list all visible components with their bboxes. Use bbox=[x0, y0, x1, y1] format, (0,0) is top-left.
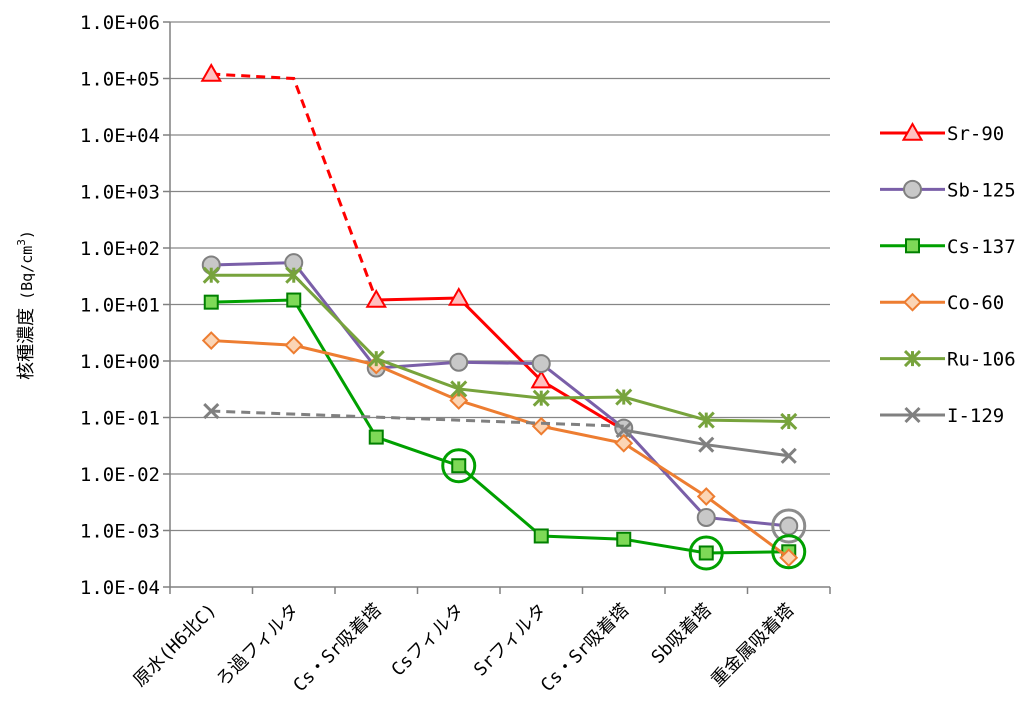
highlight-circle bbox=[441, 448, 477, 484]
y-tick-label: 1.0E+04 bbox=[80, 125, 160, 147]
legend-item-cs-137: Cs-137 bbox=[880, 236, 1016, 258]
marker-sr-90 bbox=[901, 121, 924, 141]
legend-label: Sb-125 bbox=[947, 179, 1016, 201]
y-tick-label: 1.0E+00 bbox=[80, 351, 160, 373]
y-tick-label: 1.0E+05 bbox=[80, 69, 160, 91]
series-cs-137 bbox=[203, 292, 797, 561]
marker-sb-125 bbox=[449, 352, 469, 372]
x-tick-label: Cs・Sr吸着塔 bbox=[289, 600, 385, 696]
marker-co-60 bbox=[284, 335, 304, 355]
marker-i-129 bbox=[203, 403, 220, 420]
marker-cs-137 bbox=[286, 292, 302, 308]
marker-ru-106 bbox=[780, 412, 798, 431]
marker-i-129 bbox=[780, 447, 797, 464]
marker-sb-125 bbox=[696, 507, 716, 527]
legend-label: Sr-90 bbox=[947, 123, 1004, 145]
legend-item-i-129: I-129 bbox=[880, 405, 1004, 427]
series-i-129 bbox=[203, 403, 797, 464]
marker-sb-125 bbox=[903, 179, 922, 199]
marker-cs-137 bbox=[698, 545, 714, 561]
marker-ru-106 bbox=[903, 350, 922, 368]
marker-ru-106 bbox=[285, 266, 303, 284]
legend-item-sr-90: Sr-90 bbox=[880, 121, 1004, 145]
axes bbox=[169, 22, 830, 588]
legend-label: Ru-106 bbox=[947, 349, 1016, 371]
marker-cs-137 bbox=[533, 528, 549, 544]
y-axis-label: 核種濃度(Bq/cm3) bbox=[15, 230, 37, 380]
marker-co-60 bbox=[449, 391, 469, 410]
y-tick-label: 1.0E-04 bbox=[80, 577, 160, 599]
series-line bbox=[211, 261, 789, 528]
marker-sb-125 bbox=[779, 516, 799, 536]
x-tick-label: Sb吸着塔 bbox=[647, 600, 715, 668]
marker-cs-137 bbox=[905, 238, 920, 254]
marker-ru-106 bbox=[202, 266, 220, 284]
marker-sr-90 bbox=[365, 289, 387, 308]
y-tick-labels: 1.0E+06 1.0E+05 1.0E+04 1.0E+03 1.0E+02 1.0E+… bbox=[80, 12, 160, 599]
series-line bbox=[211, 298, 789, 555]
y-tick-label: 1.0E+03 bbox=[80, 182, 160, 204]
x-tick-label: 原水(H6北C) bbox=[129, 600, 220, 691]
series-line bbox=[211, 339, 790, 559]
marker-co-60 bbox=[903, 292, 922, 312]
marker-sr-90 bbox=[448, 287, 470, 306]
highlight-circles bbox=[441, 448, 807, 571]
legend: Sr-90 Sb-125 Cs-137 Co-60 Ru-106 I-129 bbox=[880, 121, 1016, 427]
series-sr-90 bbox=[200, 63, 625, 432]
y-tick-label: 1.0E+06 bbox=[80, 12, 160, 34]
marker-ru-106 bbox=[450, 380, 468, 398]
legend-item-sb-125: Sb-125 bbox=[880, 179, 1016, 201]
x-tick-label: Cs・Sr吸着塔 bbox=[537, 600, 633, 696]
marker-sr-90 bbox=[530, 369, 552, 389]
marker-ru-106 bbox=[615, 388, 633, 406]
marker-cs-137 bbox=[616, 531, 632, 547]
x-tick-label: Csフィルタ bbox=[387, 600, 468, 681]
marker-ru-106 bbox=[367, 350, 385, 368]
marker-i-129 bbox=[904, 406, 921, 424]
y-tick-label: 1.0E-03 bbox=[80, 521, 160, 543]
marker-cs-137 bbox=[368, 429, 384, 445]
y-tick-label: 1.0E+02 bbox=[80, 238, 160, 260]
series-sb-125 bbox=[201, 253, 799, 536]
legend-label: I-129 bbox=[947, 405, 1004, 427]
series-line bbox=[376, 296, 625, 432]
legend-item-ru-106: Ru-106 bbox=[880, 349, 1016, 371]
marker-ru-106 bbox=[697, 411, 715, 429]
marker-co-60 bbox=[696, 487, 716, 506]
highlight-circle bbox=[771, 534, 807, 570]
y-tick-label: 1.0E-01 bbox=[80, 408, 160, 430]
marker-cs-137 bbox=[451, 458, 467, 474]
marker-cs-137 bbox=[203, 294, 219, 310]
y-tick-label: 1.0E+01 bbox=[80, 295, 160, 317]
legend-item-co-60: Co-60 bbox=[880, 292, 1004, 314]
marker-i-129 bbox=[615, 421, 632, 439]
marker-ru-106 bbox=[532, 389, 550, 407]
x-tick-label: Srフィルタ bbox=[470, 600, 551, 681]
series bbox=[200, 63, 799, 568]
x-tick-label: 重金属吸着塔 bbox=[707, 600, 798, 691]
series-ru-106 bbox=[202, 266, 798, 431]
marker-co-60 bbox=[531, 416, 551, 436]
series-line-dashed bbox=[211, 409, 624, 428]
legend-label: Co-60 bbox=[947, 292, 1004, 314]
highlight-circle bbox=[688, 535, 724, 571]
marker-co-60 bbox=[201, 331, 221, 350]
marker-co-60 bbox=[779, 548, 799, 568]
highlight-circle bbox=[771, 508, 807, 544]
series-line-dashed bbox=[211, 72, 378, 301]
marker-sr-90 bbox=[200, 63, 222, 82]
series-line bbox=[211, 273, 789, 423]
grid-lines bbox=[163, 21, 831, 594]
marker-co-60 bbox=[614, 433, 634, 453]
marker-i-129 bbox=[698, 436, 715, 453]
marker-sb-125 bbox=[531, 354, 551, 374]
legend-label: Cs-137 bbox=[947, 236, 1016, 258]
x-tick-label: ろ過フィルタ bbox=[212, 600, 303, 691]
y-tick-label: 1.0E-02 bbox=[80, 464, 160, 486]
